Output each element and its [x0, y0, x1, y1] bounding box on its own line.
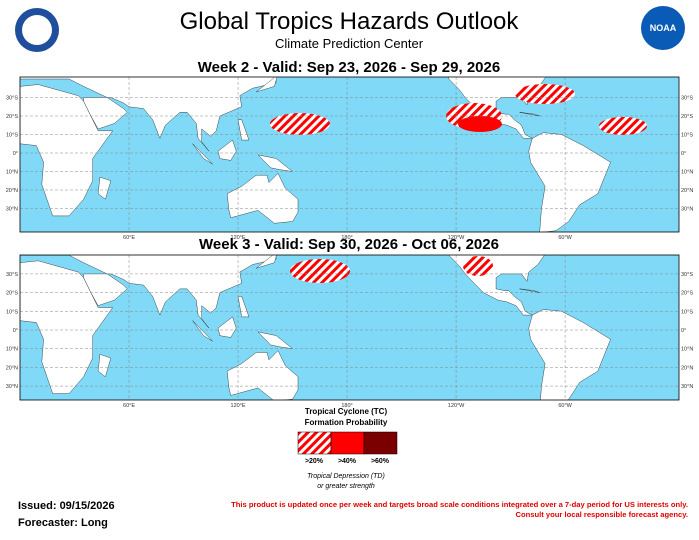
- lon-label: 180°: [341, 403, 352, 409]
- hazard-area: [458, 116, 502, 132]
- map-title: Week 3 - Valid: Sep 30, 2026 - Oct 06, 2…: [199, 236, 499, 253]
- hazard-area: [599, 117, 647, 135]
- lat-label: 30°S: [6, 272, 18, 278]
- lat-label: 0°: [13, 151, 18, 157]
- lon-label: 60°W: [558, 235, 572, 241]
- lat-label: 10°S: [6, 309, 18, 315]
- legend-level: >20%: [305, 458, 324, 465]
- lat-label: 30°S: [681, 272, 693, 278]
- lat-label: 10°S: [681, 309, 693, 315]
- legend-note: Tropical Depression (TD): [307, 473, 385, 480]
- lat-label: 30°N: [681, 384, 693, 390]
- lat-label: 0°: [681, 151, 686, 157]
- legend-swatch: [297, 431, 332, 455]
- lat-label: 30°S: [6, 96, 18, 102]
- map-land: [20, 77, 647, 232]
- lat-label: 10°S: [6, 133, 18, 139]
- lat-label: 20°S: [681, 291, 693, 297]
- commerce-logo-inner: [22, 15, 52, 45]
- legend-title: Tropical Cyclone (TC): [305, 407, 388, 416]
- lon-label: 180°: [341, 235, 352, 241]
- lat-label: 10°N: [6, 347, 18, 353]
- lat-label: 20°N: [6, 365, 18, 371]
- issued: Issued: 09/15/2026: [18, 500, 115, 512]
- lat-label: 0°: [681, 328, 686, 334]
- lat-label: 20°S: [6, 114, 18, 120]
- lat-label: 10°N: [681, 170, 693, 176]
- lat-label: 20°S: [6, 291, 18, 297]
- lon-label: 120°W: [448, 235, 465, 241]
- lon-label: 120°E: [231, 403, 246, 409]
- lat-label: 10°S: [681, 133, 693, 139]
- hazard-area: [270, 113, 330, 135]
- forecaster: Forecaster: Long: [18, 517, 108, 529]
- lat-label: 20°N: [6, 188, 18, 194]
- page-title: Global Tropics Hazards Outlook: [180, 8, 520, 35]
- lat-label: 20°N: [681, 365, 693, 371]
- legend-level: >40%: [338, 458, 357, 465]
- map-frame: [19, 254, 680, 401]
- hazard-area: [463, 256, 493, 276]
- lon-label: 120°E: [231, 235, 246, 241]
- legend-swatch: [330, 431, 365, 455]
- legend-level: >60%: [371, 458, 390, 465]
- hazard-area: [290, 259, 350, 283]
- lat-label: 30°N: [681, 207, 693, 213]
- lat-label: 0°: [13, 328, 18, 334]
- lat-label: 10°N: [6, 170, 18, 176]
- map-land: [20, 255, 611, 400]
- hazard-area: [515, 84, 575, 104]
- map-frame: [19, 76, 680, 233]
- lat-label: 20°N: [681, 188, 693, 194]
- maps: Week 2 - Valid: Sep 23, 2026 - Sep 29, 2…: [6, 59, 694, 409]
- lon-label: 60°E: [123, 403, 135, 409]
- lat-label: 30°S: [681, 96, 693, 102]
- lat-label: 10°N: [681, 347, 693, 353]
- lon-label: 60°W: [558, 403, 572, 409]
- logo-text: NOAA: [650, 23, 677, 33]
- legend-subtitle: Formation Probability: [305, 418, 388, 427]
- noaa-logo: [641, 6, 685, 50]
- lon-label: 60°E: [123, 235, 135, 241]
- disclaimer: This product is updated once per week an…: [231, 500, 688, 509]
- legend-note: or greater strength: [317, 483, 375, 490]
- lat-label: 30°N: [6, 384, 18, 390]
- lat-label: 30°N: [6, 207, 18, 213]
- map-title: Week 2 - Valid: Sep 23, 2026 - Sep 29, 2…: [198, 59, 500, 76]
- page-subtitle: Climate Prediction Center: [275, 36, 424, 51]
- lat-label: 20°S: [681, 114, 693, 120]
- disclaimer: Consult your local responsible forecast …: [516, 510, 688, 519]
- lon-label: 120°W: [448, 403, 465, 409]
- legend-swatch: [363, 431, 398, 455]
